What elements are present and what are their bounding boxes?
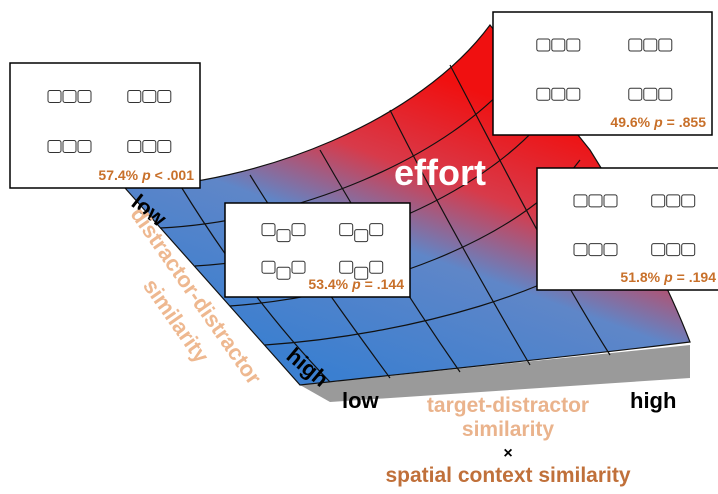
axis-td-high: high [630,388,676,413]
stimulus-icon [588,243,603,257]
stimulus-icon [666,243,681,257]
stimulus-icon [47,90,62,103]
stimulus-icon [142,140,157,153]
stat-stat: = .144 [365,276,405,292]
stat-stat: = .194 [677,269,717,285]
stimulus-icon [369,223,384,237]
panel-frame [492,11,713,136]
stimulus-icon [628,87,643,101]
axis-td-title: similarity [462,418,555,441]
stimulus-icon [536,87,551,101]
stimulus-icon [276,229,291,243]
stimulus-icon [588,194,603,208]
axis-td-low: low [342,388,380,413]
stimulus-panel: 57.4% p < .001 [9,62,201,189]
stimulus-icon [339,223,354,237]
stat-p: p [141,167,151,183]
stimulus-icon [643,38,658,52]
panel-frame [536,167,718,291]
axis-context-title: spatial context similarity [385,464,630,487]
stat-p: p [351,276,361,292]
panel-frame [224,202,411,298]
stimulus-icon [77,140,92,153]
stimulus-icon [551,38,566,52]
stimulus-icon [291,260,306,274]
stimulus-icon [603,194,618,208]
stimulus-icon [276,266,291,280]
stimulus-icon [291,223,306,237]
stat-p: p [653,114,663,130]
panel-frame [9,62,201,189]
panel-stat: 49.6% p = .855 [610,114,706,130]
axis-td-title: target-distractor [427,394,589,417]
stimulus-icon [566,87,581,101]
stat-percent: 53.4% [308,276,348,292]
stimulus-icon [658,38,673,52]
stimulus-icon [157,140,172,153]
stimulus-icon [658,87,673,101]
times-sign: × [503,445,512,462]
stimulus-icon [566,38,581,52]
stimulus-icon [651,194,666,208]
stimulus-icon [369,260,384,274]
stimulus-panel: 53.4% p = .144 [224,202,411,298]
stimulus-icon [127,140,142,153]
panel-stat: 57.4% p < .001 [98,167,194,183]
stimulus-icon [573,243,588,257]
stimulus-icon [77,90,92,103]
stimulus-icon [628,38,643,52]
stimulus-icon [643,87,658,101]
stimulus-icon [551,87,566,101]
stat-percent: 57.4% [98,167,138,183]
stimulus-panel: 51.8% p = .194 [536,167,718,291]
stimulus-icon [666,194,681,208]
surface-label: effort [394,152,486,193]
stimulus-icon [261,260,276,274]
stat-stat: = .855 [667,114,707,130]
stimulus-icon [62,90,77,103]
panel-stat: 53.4% p = .144 [308,276,404,292]
stat-stat: < .001 [155,167,195,183]
stat-percent: 49.6% [610,114,650,130]
stimulus-icon [339,260,354,274]
stimulus-icon [142,90,157,103]
stimulus-panel: 49.6% p = .855 [492,11,713,136]
stat-p: p [663,269,673,285]
stimulus-icon [261,223,276,237]
stimulus-icon [62,140,77,153]
stimulus-icon [681,243,696,257]
base-plane [300,345,690,402]
stimulus-icon [681,194,696,208]
stat-percent: 51.8% [620,269,660,285]
stimulus-icon [536,38,551,52]
stimulus-icon [603,243,618,257]
stimulus-icon [651,243,666,257]
panel-stat: 51.8% p = .194 [620,269,716,285]
stimulus-icon [157,90,172,103]
stimulus-icon [354,229,369,243]
stimulus-icon [47,140,62,153]
stimulus-icon [354,266,369,280]
stimulus-icon [573,194,588,208]
stimulus-icon [127,90,142,103]
